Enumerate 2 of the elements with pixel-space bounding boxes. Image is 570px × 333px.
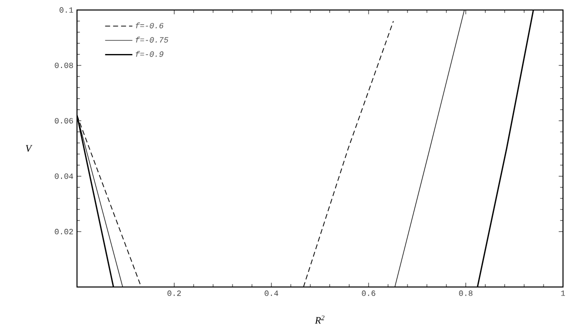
y-axis-title: V [26, 145, 32, 152]
x-axis-title: R$^{2}$ [314, 315, 324, 324]
